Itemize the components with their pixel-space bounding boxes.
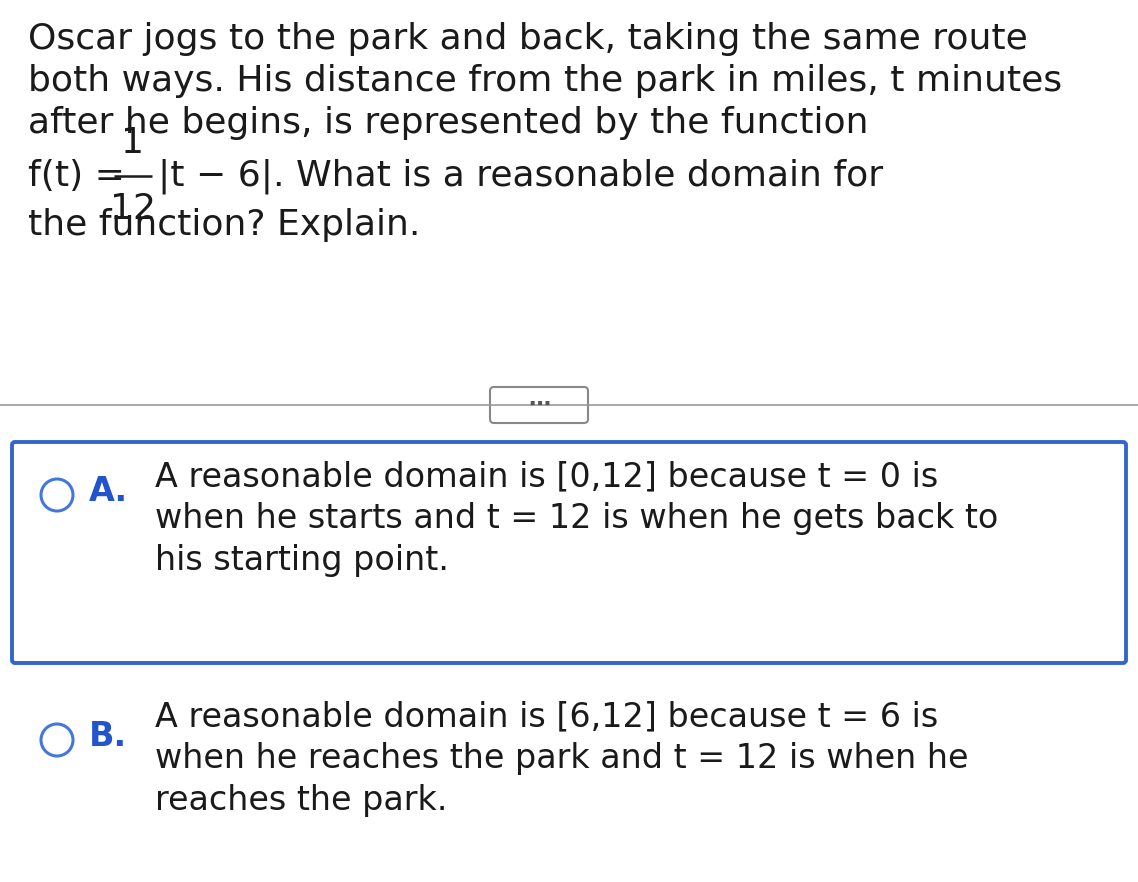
Circle shape (41, 724, 73, 756)
Text: B.: B. (89, 720, 127, 753)
Circle shape (41, 479, 73, 511)
FancyBboxPatch shape (490, 387, 588, 423)
Text: the function? Explain.: the function? Explain. (28, 208, 420, 242)
Text: A.: A. (89, 475, 129, 508)
Text: |t − 6|. What is a reasonable domain for: |t − 6|. What is a reasonable domain for (158, 158, 883, 194)
Text: 1: 1 (122, 126, 145, 160)
FancyBboxPatch shape (13, 442, 1125, 663)
Text: both ways. His distance from the park in miles, t minutes: both ways. His distance from the park in… (28, 64, 1062, 98)
Text: 12: 12 (110, 192, 156, 226)
Text: when he reaches the park and t = 12 is when he: when he reaches the park and t = 12 is w… (155, 742, 968, 775)
Text: Oscar jogs to the park and back, taking the same route: Oscar jogs to the park and back, taking … (28, 22, 1028, 56)
Text: after he begins, is represented by the function: after he begins, is represented by the f… (28, 106, 868, 140)
Text: reaches the park.: reaches the park. (155, 784, 447, 817)
Text: ⋯: ⋯ (528, 395, 550, 415)
Text: his starting point.: his starting point. (155, 544, 450, 577)
Text: A reasonable domain is [0,12] because t = 0 is: A reasonable domain is [0,12] because t … (155, 460, 938, 493)
Text: when he starts and t = 12 is when he gets back to: when he starts and t = 12 is when he get… (155, 502, 998, 535)
Text: f(t) =: f(t) = (28, 159, 137, 193)
Text: A reasonable domain is [6,12] because t = 6 is: A reasonable domain is [6,12] because t … (155, 700, 938, 733)
